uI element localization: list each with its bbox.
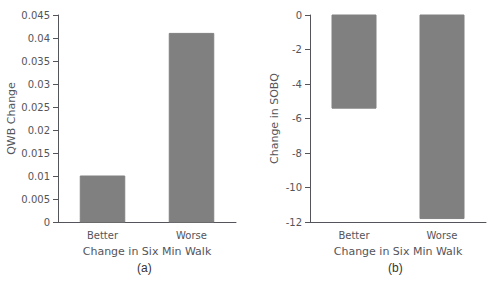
svg-text:QWB Change: QWB Change	[5, 82, 18, 155]
svg-text:0.04: 0.04	[28, 33, 50, 44]
svg-text:0.01: 0.01	[28, 171, 50, 182]
svg-text:Worse: Worse	[427, 230, 458, 241]
svg-text:0.045: 0.045	[21, 10, 50, 21]
svg-text:0.015: 0.015	[21, 148, 50, 159]
svg-text:0.03: 0.03	[28, 79, 50, 90]
svg-text:0.025: 0.025	[21, 102, 50, 113]
svg-text:-6: -6	[292, 113, 302, 124]
svg-text:-12: -12	[286, 217, 302, 228]
svg-text:-8: -8	[292, 148, 302, 159]
svg-text:0.005: 0.005	[21, 194, 50, 205]
svg-text:Change in Six Min Walk: Change in Six Min Walk	[334, 245, 463, 258]
svg-text:Change in SOBQ: Change in SOBQ	[268, 73, 281, 164]
svg-text:-2: -2	[292, 44, 302, 55]
svg-text:0: 0	[44, 217, 50, 228]
svg-text:Better: Better	[338, 230, 370, 241]
svg-text:0.035: 0.035	[21, 56, 50, 67]
svg-text:0: 0	[296, 10, 302, 21]
svg-text:Better: Better	[87, 230, 119, 241]
svg-text:0.02: 0.02	[28, 125, 50, 136]
svg-text:(b): (b)	[388, 261, 403, 275]
svg-text:Change in Six Min Walk: Change in Six Min Walk	[83, 245, 212, 258]
svg-text:-10: -10	[286, 182, 302, 193]
svg-text:-4: -4	[292, 79, 302, 90]
svg-text:Worse: Worse	[176, 230, 207, 241]
svg-text:(a): (a)	[137, 261, 152, 275]
